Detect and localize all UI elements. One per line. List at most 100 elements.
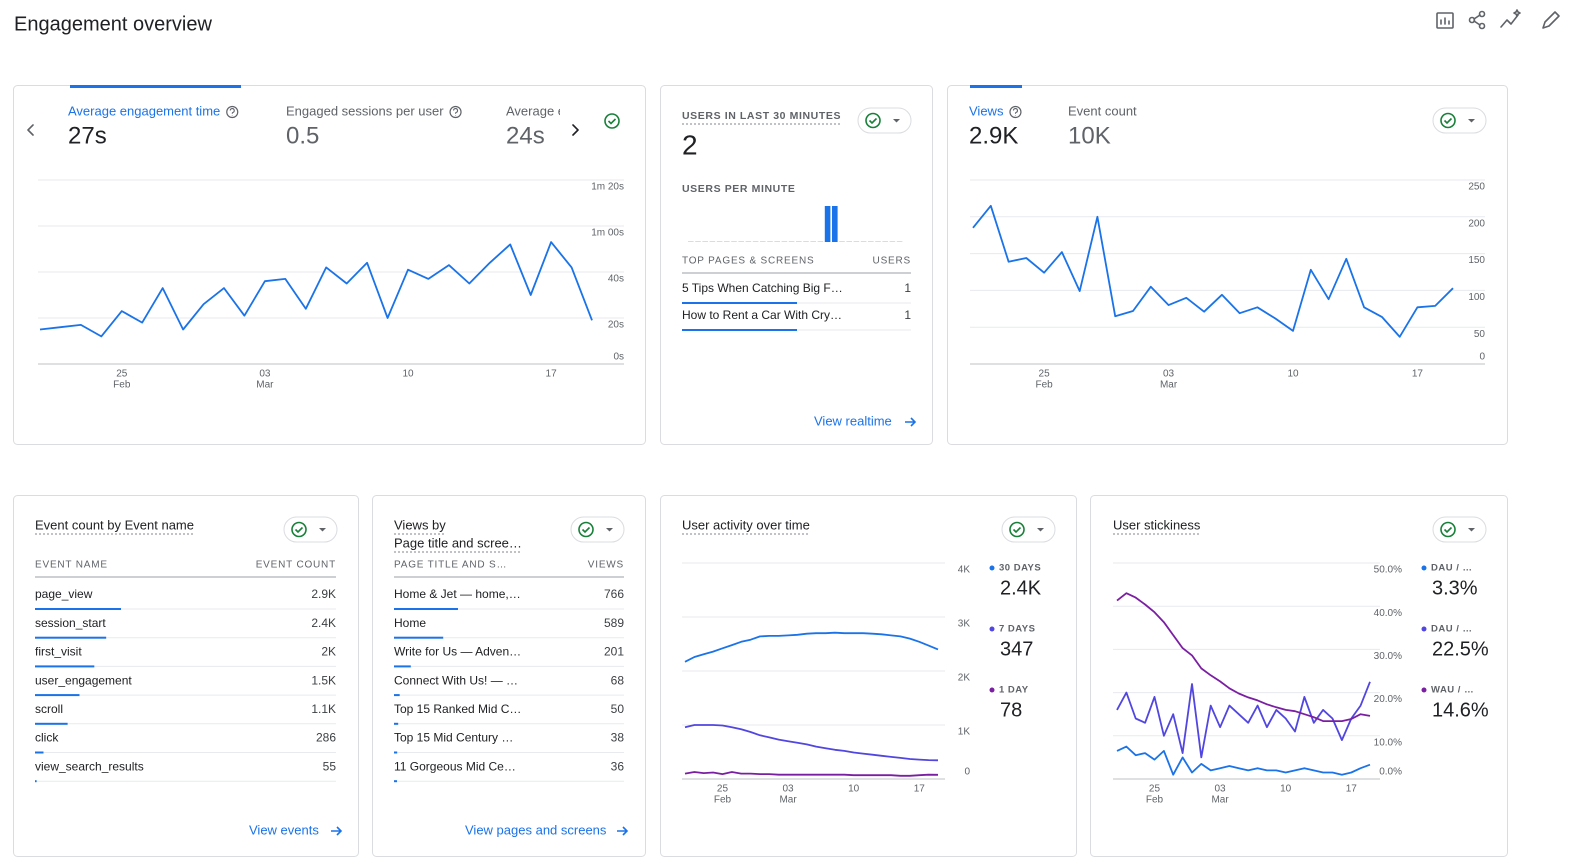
row-value: 1	[904, 281, 911, 295]
legend-value: 78	[1000, 699, 1022, 721]
minute-bar	[774, 241, 780, 242]
x-tick-label: Mar	[256, 380, 274, 391]
minute-bar	[731, 241, 737, 242]
dropdown-caret	[1468, 119, 1475, 123]
next-arrow[interactable]	[572, 124, 579, 136]
x-tick-label: Mar	[1160, 380, 1178, 391]
legend-label: 7 DAYS	[999, 624, 1035, 635]
row-bar	[394, 780, 398, 783]
minute-bar	[738, 241, 744, 242]
check-mark	[607, 118, 617, 125]
row-value: 38	[611, 731, 625, 745]
row-value: 68	[611, 673, 625, 687]
row-label[interactable]: user_engagement	[35, 673, 132, 687]
metric-label[interactable]: Event count	[1068, 103, 1137, 118]
view-link[interactable]: View realtime	[814, 413, 892, 428]
row-bar	[394, 608, 458, 610]
link-arrow[interactable]	[617, 826, 629, 836]
x-tick-label: 17	[546, 369, 558, 380]
row-value: 766	[604, 587, 624, 601]
y-tick-label: 50.0%	[1374, 565, 1402, 576]
insights-icon[interactable]	[1500, 9, 1521, 28]
view-link[interactable]: View events	[249, 822, 319, 837]
x-tick-label: 03	[783, 784, 795, 795]
legend-dot	[1421, 687, 1427, 693]
row-label[interactable]: Home & Jet — home,…	[394, 587, 521, 601]
y-tick-label: 0.0%	[1379, 767, 1402, 778]
legend-label: 30 DAYS	[999, 563, 1041, 574]
row-label[interactable]: How to Rent a Car With Cry…	[682, 308, 842, 322]
row-label[interactable]: page_view	[35, 587, 93, 601]
row-label[interactable]: view_search_results	[35, 759, 144, 773]
help-icon[interactable]	[449, 105, 462, 119]
realtime-value: 2	[682, 129, 698, 160]
y-tick-label: 100	[1468, 292, 1485, 303]
row-label[interactable]: Home	[394, 616, 426, 630]
minute-bar	[875, 241, 881, 242]
row-label[interactable]: Top 15 Mid Century …	[394, 731, 513, 745]
row-bar	[35, 665, 95, 668]
card-title: Event count by Event name	[35, 517, 194, 532]
legend-label: WAU / …	[1431, 685, 1474, 696]
data-line	[39, 241, 593, 338]
link-arrow[interactable]	[331, 826, 343, 836]
metric-label[interactable]: Average engagement time	[68, 103, 220, 118]
row-label[interactable]: first_visit	[35, 645, 82, 659]
check-icon	[865, 112, 881, 129]
edit-icon[interactable]	[1542, 11, 1560, 29]
metric-value: 10K	[1068, 122, 1111, 149]
minute-bar	[882, 241, 888, 242]
row-label[interactable]: Connect With Us! — …	[394, 673, 518, 687]
row-value: 55	[323, 759, 337, 773]
row-value: 1	[904, 308, 911, 322]
card-title: Page title and scree…	[394, 535, 522, 550]
check-icon	[604, 113, 620, 129]
data-line	[684, 724, 939, 762]
x-tick-label: 25	[116, 369, 128, 380]
row-value: 50	[611, 702, 625, 716]
x-tick-label: 03	[1163, 369, 1175, 380]
row-bar	[35, 694, 80, 697]
metric-value: 2.9K	[969, 122, 1018, 149]
check-mark	[294, 526, 304, 534]
row-value: 201	[604, 645, 624, 659]
engagement-card	[13, 85, 646, 445]
link-arrow[interactable]	[905, 417, 917, 427]
metric-label[interactable]: Views	[969, 103, 1004, 118]
row-label[interactable]: session_start	[35, 616, 106, 630]
pages-card	[372, 495, 646, 857]
prev-arrow[interactable]	[27, 124, 34, 136]
y-tick-label: 30.0%	[1374, 651, 1402, 662]
minute-bar	[810, 241, 816, 242]
row-bar	[394, 694, 400, 697]
row-label[interactable]: 5 Tips When Catching Big F…	[682, 281, 843, 295]
row-label[interactable]: 11 Gorgeous Mid Ce…	[394, 759, 516, 773]
page-title: Engagement overview	[14, 13, 212, 35]
row-label[interactable]: click	[35, 731, 59, 745]
help-icon[interactable]	[226, 105, 239, 119]
minute-bar	[846, 241, 852, 242]
metric-label[interactable]: Engaged sessions per user	[286, 103, 444, 118]
help-icon[interactable]	[1009, 105, 1022, 119]
check-icon	[1440, 112, 1456, 129]
share-icon[interactable]	[1468, 10, 1486, 30]
row-label[interactable]: Top 15 Ranked Mid C…	[394, 702, 521, 716]
dropdown-caret	[893, 119, 900, 123]
y-tick-label: 250	[1468, 182, 1485, 193]
column-header: VIEWS	[588, 560, 624, 571]
row-label[interactable]: Write for Us — Adven…	[394, 645, 521, 659]
metric-label[interactable]: Average e	[506, 103, 565, 118]
customize-icon[interactable]	[1436, 12, 1454, 29]
row-label[interactable]: scroll	[35, 702, 63, 716]
x-tick-label: 10	[1280, 784, 1292, 795]
y-tick-label: 10.0%	[1374, 737, 1402, 748]
check-icon	[291, 521, 307, 538]
y-tick-label: 0	[1479, 352, 1485, 363]
minute-bar	[803, 241, 809, 242]
check-mark	[1012, 526, 1022, 534]
help-glyph	[1012, 108, 1018, 116]
y-tick-label: 0	[964, 767, 970, 778]
view-link[interactable]: View pages and screens	[465, 822, 607, 837]
